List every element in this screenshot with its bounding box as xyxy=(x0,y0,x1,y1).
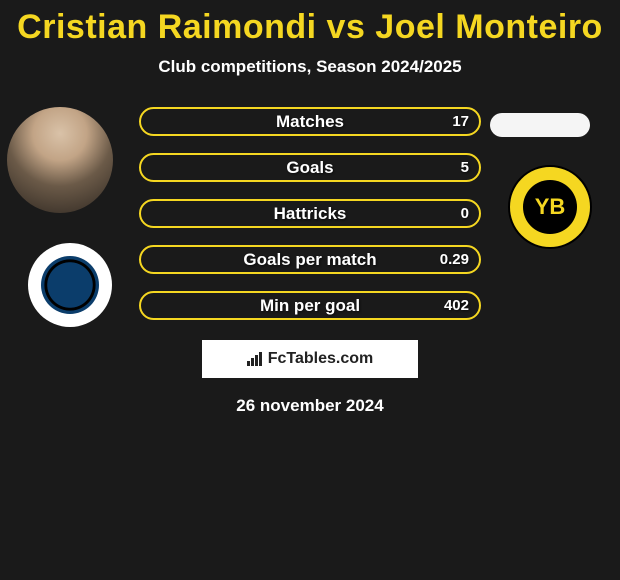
comparison-title: Cristian Raimondi vs Joel Monteiro xyxy=(0,0,620,47)
stat-bars: Matches 17 Goals 5 Hattricks 0 Goals per match… xyxy=(139,107,481,320)
stat-value-right: 5 xyxy=(461,159,469,176)
stat-value-right: 0.29 xyxy=(440,251,469,268)
watermark-text: FcTables.com xyxy=(268,350,374,368)
stat-label: Hattricks xyxy=(274,204,347,224)
stat-bar: Min per goal 402 xyxy=(139,291,481,320)
stat-area: YB Matches 17 Goals 5 Hattricks 0 Goals per ma… xyxy=(0,107,620,416)
stat-label: Min per goal xyxy=(260,296,360,316)
club-left-badge-inner xyxy=(41,256,99,314)
date-text: 26 november 2024 xyxy=(0,396,620,416)
subtitle: Club competitions, Season 2024/2025 xyxy=(0,57,620,77)
stat-bar: Goals per match 0.29 xyxy=(139,245,481,274)
stat-value-right: 0 xyxy=(461,205,469,222)
stat-value-right: 402 xyxy=(444,297,469,314)
stat-bar: Goals 5 xyxy=(139,153,481,182)
player-left-avatar xyxy=(7,107,113,213)
club-right-badge: YB xyxy=(508,165,592,249)
watermark: FcTables.com xyxy=(202,340,418,378)
club-right-badge-inner: YB xyxy=(523,180,577,234)
stat-label: Goals per match xyxy=(243,250,376,270)
player-right-avatar xyxy=(490,113,590,137)
stat-bar: Hattricks 0 xyxy=(139,199,481,228)
stat-bar: Matches 17 xyxy=(139,107,481,136)
club-left-badge xyxy=(28,243,112,327)
stat-label: Matches xyxy=(276,112,344,132)
stat-label: Goals xyxy=(286,158,333,178)
chart-icon xyxy=(247,352,262,366)
stat-value-right: 17 xyxy=(452,113,469,130)
